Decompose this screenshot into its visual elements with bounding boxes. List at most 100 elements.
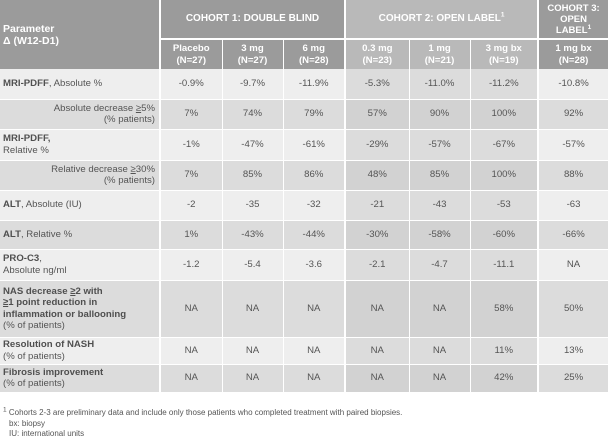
cell: 100% (470, 160, 540, 190)
cell: -9.7% (222, 69, 284, 99)
cell: -21 (345, 190, 410, 220)
cell: -61% (283, 129, 347, 160)
row-label: ALT, Absolute (IU) (0, 190, 161, 220)
subcol-header: 1 mg bx (N=28) (538, 39, 608, 69)
parameter-header: Parameter Δ (W12-D1) (0, 0, 161, 69)
cell: -63 (538, 190, 608, 220)
cell: 25% (538, 364, 608, 392)
table-row: ALT, Absolute (IU) -2 -35 -32 -21 -43 -5… (0, 190, 608, 220)
cell: -32 (283, 190, 347, 220)
cell: -0.9% (160, 69, 223, 99)
table-row: Resolution of NASH (% of patients) NA NA … (0, 337, 608, 364)
cell: 11% (470, 337, 540, 364)
cell: -58% (409, 220, 471, 249)
cell: 86% (283, 160, 347, 190)
subcol-header: 6 mg (N=28) (283, 39, 347, 69)
table-row: ALT, Relative % 1% -43% -44% -30% -58% -… (0, 220, 608, 249)
table-row: MRI-PDFF, Absolute % -0.9% -9.7% -11.9% … (0, 69, 608, 99)
cell: 7% (160, 160, 223, 190)
row-label: NAS decrease ≥2 with ≥1 point reduction i… (0, 280, 161, 337)
cell: NA (160, 337, 223, 364)
cell: 57% (345, 99, 410, 129)
cell: 48% (345, 160, 410, 190)
cell: NA (345, 364, 410, 392)
cell: NA (409, 280, 471, 337)
cell: -60% (470, 220, 540, 249)
results-table: Parameter Δ (W12-D1) COHORT 1: DOUBLE BLI… (0, 0, 608, 392)
row-label: MRI-PDFF, Absolute % (0, 69, 161, 99)
row-label: Relative decrease ≥30% (% patients) (0, 160, 161, 190)
footnotes: 1 Cohorts 2-3 are preliminary data and i… (3, 406, 403, 440)
cell: -11.0% (409, 69, 471, 99)
table-row: Absolute decrease ≥5% (% patients) 7% 74%… (0, 99, 608, 129)
footnote-bx: bx: biopsy (9, 418, 46, 428)
subcol-header: 3 mg bx (N=19) (470, 39, 540, 69)
cell: NA (345, 280, 410, 337)
cell: NA (160, 280, 223, 337)
cell: -2.1 (345, 249, 410, 280)
table-row: MRI-PDFF, Relative % -1% -47% -61% -29% -… (0, 129, 608, 160)
cell: 13% (538, 337, 608, 364)
cell: 50% (538, 280, 608, 337)
cell: 7% (160, 99, 223, 129)
cohort2-header: COHORT 2: OPEN LABEL1 (345, 0, 540, 40)
cell: 42% (470, 364, 540, 392)
cohort3-header: COHORT 3: OPEN LABEL1 (538, 0, 608, 40)
cell: NA (160, 364, 223, 392)
cell: -1% (160, 129, 223, 160)
cell: -66% (538, 220, 608, 249)
row-label: ALT, Relative % (0, 220, 161, 249)
cell: -30% (345, 220, 410, 249)
cell: 79% (283, 99, 347, 129)
footnote-1: 1 Cohorts 2-3 are preliminary data and i… (3, 406, 403, 417)
cell: NA (222, 280, 284, 337)
cell: -11.1 (470, 249, 540, 280)
cell: NA (538, 249, 608, 280)
row-label: Absolute decrease ≥5% (% patients) (0, 99, 161, 129)
cell: NA (222, 364, 284, 392)
cell: -5.4 (222, 249, 284, 280)
cell: NA (409, 364, 471, 392)
cell: 100% (470, 99, 540, 129)
subcol-header: 1 mg (N=21) (409, 39, 471, 69)
subcol-header: 3 mg (N=27) (222, 39, 284, 69)
table-row: Relative decrease ≥30% (% patients) 7% 85… (0, 160, 608, 190)
cell: NA (283, 337, 347, 364)
cell: -10.8% (538, 69, 608, 99)
cell: NA (283, 280, 347, 337)
cell: -57% (538, 129, 608, 160)
cell: -44% (283, 220, 347, 249)
cell: NA (409, 337, 471, 364)
cell: -53 (470, 190, 540, 220)
cell: NA (222, 337, 284, 364)
row-label: Resolution of NASH (% of patients) (0, 337, 161, 364)
cell: 1% (160, 220, 223, 249)
cell: 90% (409, 99, 471, 129)
cell: -11.2% (470, 69, 540, 99)
cell: 74% (222, 99, 284, 129)
footnote-iu: IU: international units (9, 429, 85, 438)
cell: -11.9% (283, 69, 347, 99)
cell: 88% (538, 160, 608, 190)
cell: -43% (222, 220, 284, 249)
cell: NA (283, 364, 347, 392)
table-row: NAS decrease ≥2 with ≥1 point reduction i… (0, 280, 608, 337)
cell: -67% (470, 129, 540, 160)
subcol-header: 0.3 mg (N=23) (345, 39, 410, 69)
cell: -43 (409, 190, 471, 220)
row-label: PRO-C3, Absolute ng/ml (0, 249, 161, 280)
cell: -1.2 (160, 249, 223, 280)
row-label: Fibrosis improvement (% of patients) (0, 364, 161, 392)
cell: NA (345, 337, 410, 364)
cell: 58% (470, 280, 540, 337)
subcol-header: Placebo (N=27) (160, 39, 223, 69)
row-label: MRI-PDFF, Relative % (0, 129, 161, 160)
cell: 85% (222, 160, 284, 190)
cell: -3.6 (283, 249, 347, 280)
cell: -2 (160, 190, 223, 220)
cohort1-header: COHORT 1: DOUBLE BLIND (160, 0, 347, 40)
cell: -4.7 (409, 249, 471, 280)
cell: 85% (409, 160, 471, 190)
cell: -5.3% (345, 69, 410, 99)
cell: -57% (409, 129, 471, 160)
